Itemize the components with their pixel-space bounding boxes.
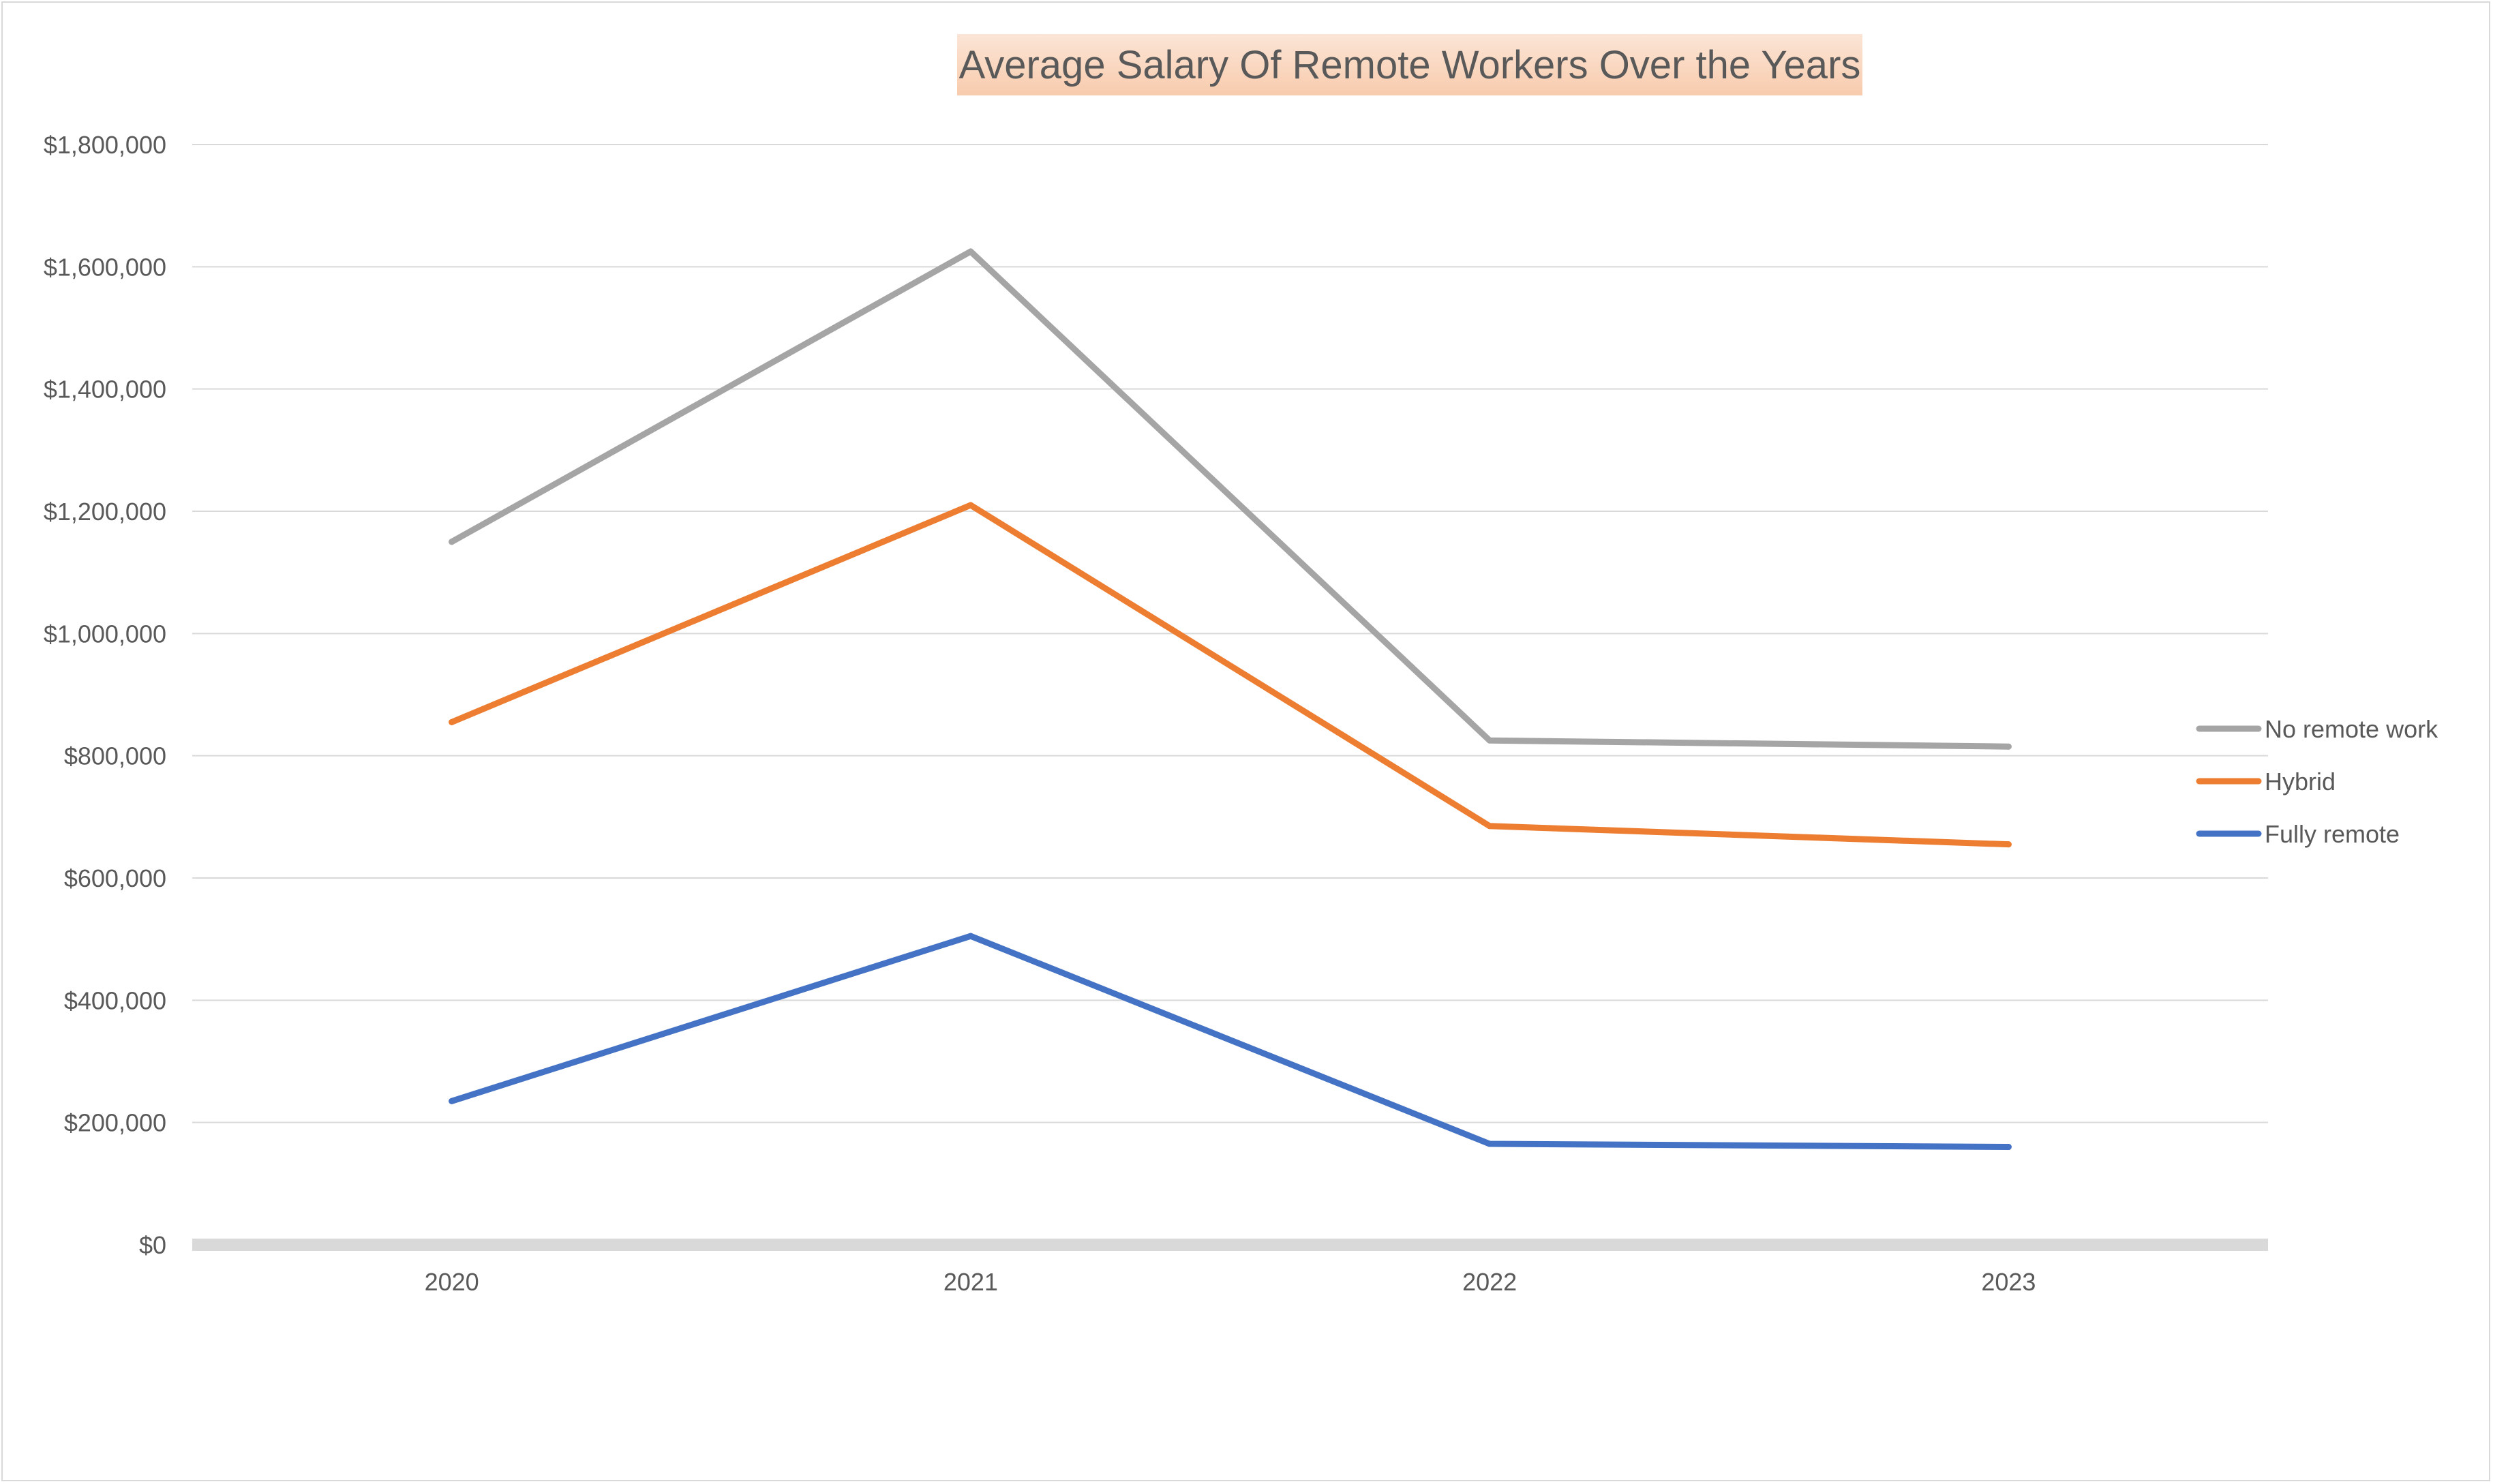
chart-title-box: Average Salary Of Remote Workers Over th… xyxy=(957,34,1862,95)
data-point xyxy=(1486,1140,1493,1147)
y-tick-label: $1,400,000 xyxy=(44,376,166,404)
data-point xyxy=(449,718,455,725)
data-point xyxy=(2005,841,2012,848)
x-tick-label: 2023 xyxy=(1981,1268,2036,1296)
y-tick-label: $1,800,000 xyxy=(44,131,166,159)
series-line-fully-remote xyxy=(449,933,2012,1151)
y-tick-label: $200,000 xyxy=(64,1109,166,1137)
x-axis: 2020 2021 2022 2023 xyxy=(425,1268,2036,1296)
y-axis: $0 $200,000 $400,000 $600,000 $800,000 $1,000… xyxy=(44,131,166,1259)
legend-label: No remote work xyxy=(2265,715,2438,743)
y-tick-label: $400,000 xyxy=(64,986,166,1014)
data-point xyxy=(967,248,974,255)
data-point xyxy=(1486,737,1493,744)
data-point xyxy=(967,933,974,939)
data-point xyxy=(449,539,455,545)
legend-label: Fully remote xyxy=(2265,820,2400,848)
y-tick-label: $1,200,000 xyxy=(44,498,166,526)
x-tick-label: 2020 xyxy=(425,1268,479,1296)
y-tick-label: $0 xyxy=(139,1231,166,1259)
gridlines xyxy=(192,144,2268,1251)
y-tick-label: $600,000 xyxy=(64,864,166,892)
y-tick-label: $800,000 xyxy=(64,742,166,770)
x-tick-label: 2021 xyxy=(943,1268,998,1296)
series-lines xyxy=(449,248,2012,1151)
data-point xyxy=(1486,823,1493,830)
data-point xyxy=(2005,1144,2012,1151)
series-line-hybrid xyxy=(449,502,2012,848)
data-point xyxy=(2005,743,2012,750)
x-tick-label: 2022 xyxy=(1462,1268,1517,1296)
series-line-no-remote-work xyxy=(449,248,2012,750)
data-point xyxy=(967,502,974,509)
legend-label: Hybrid xyxy=(2265,768,2336,796)
legend: No remote work Hybrid Fully remote xyxy=(2196,715,2438,848)
y-tick-label: $1,000,000 xyxy=(44,620,166,648)
chart-title: Average Salary Of Remote Workers Over th… xyxy=(958,42,1861,87)
data-point xyxy=(449,1097,455,1104)
y-tick-label: $1,600,000 xyxy=(44,253,166,281)
